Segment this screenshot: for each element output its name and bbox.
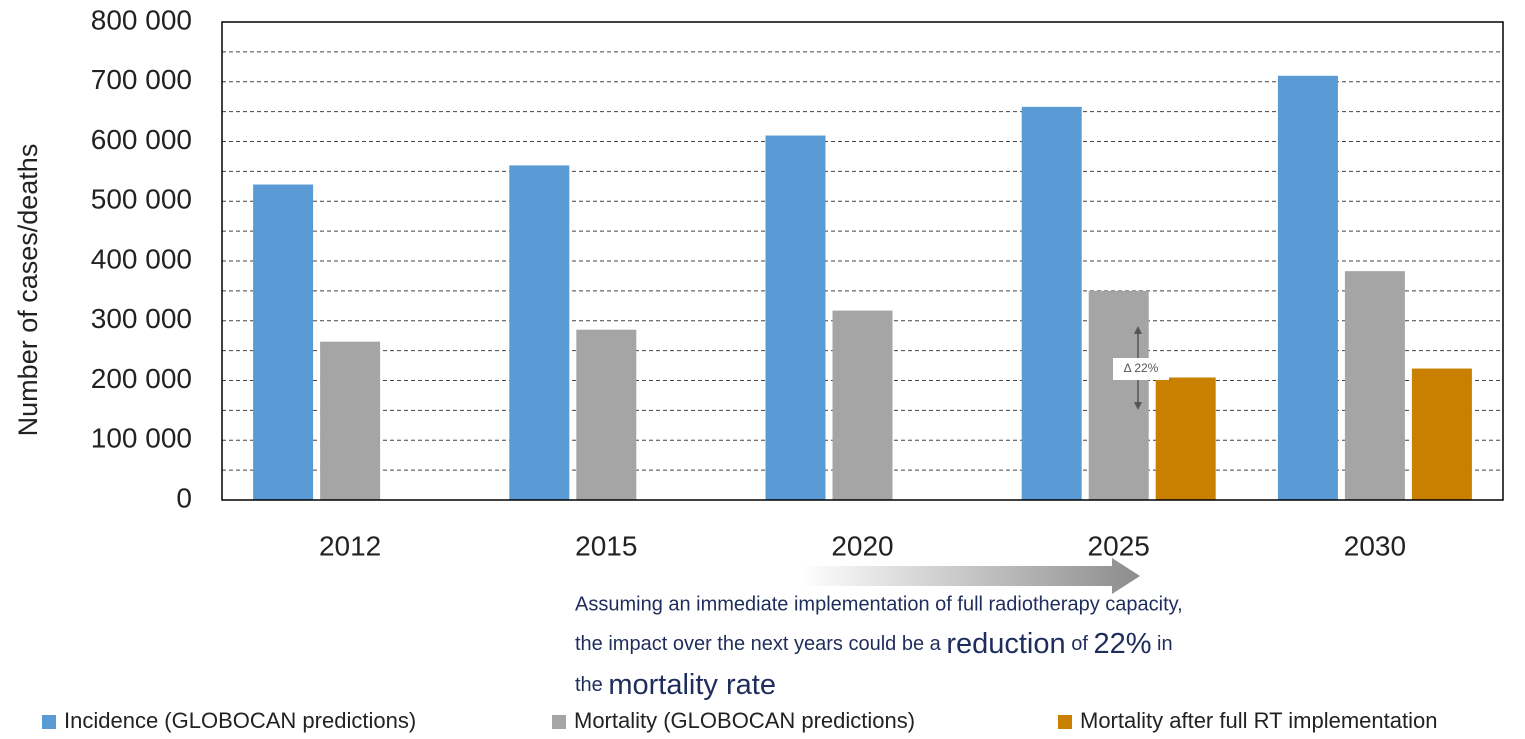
x-tick-label: 2030: [1344, 530, 1406, 561]
bar: [320, 341, 381, 500]
annotation-part: of: [1066, 633, 1094, 655]
legend-swatch: [42, 715, 56, 729]
annotation-emphasis: reduction: [946, 628, 1065, 660]
annotation-part: in: [1151, 633, 1172, 655]
bar: [832, 310, 893, 500]
annotation-line: the mortality rate: [575, 669, 776, 701]
y-tick-label: 100 000: [91, 423, 192, 454]
y-tick-label: 800 000: [91, 4, 192, 35]
plot-frame: [221, 21, 1504, 501]
bar: [765, 135, 826, 500]
annotation-part: the impact over the next years could be …: [575, 633, 946, 655]
delta-arrow-head: [1134, 402, 1142, 410]
delta-box: [1113, 358, 1169, 380]
bar: [1277, 75, 1338, 501]
legend-label: Incidence (GLOBOCAN predictions): [64, 708, 416, 733]
x-tick-label: 2012: [319, 530, 381, 561]
x-tick-label: 2015: [575, 530, 637, 561]
y-tick-label: 0: [176, 482, 192, 513]
legend-label: Mortality after full RT implementation: [1080, 708, 1437, 733]
legend: Incidence (GLOBOCAN predictions) Mortalit…: [42, 708, 1437, 733]
y-tick-label: 300 000: [91, 303, 192, 334]
delta-arrow-head: [1134, 326, 1142, 334]
bar: [253, 184, 314, 500]
y-tick-label: 700 000: [91, 64, 192, 95]
y-tick-label: 500 000: [91, 184, 192, 215]
bar: [1088, 290, 1149, 500]
y-tick-label: 400 000: [91, 243, 192, 274]
y-tick-label: 200 000: [91, 363, 192, 394]
annotation-emphasis: mortality rate: [608, 669, 776, 701]
y-tick-label: 600 000: [91, 124, 192, 155]
legend-label: Mortality (GLOBOCAN predictions): [574, 708, 915, 733]
y-axis-label: Number of cases/deaths: [13, 144, 43, 437]
bar: [1344, 271, 1405, 500]
annotation-part: the: [575, 674, 608, 696]
annotation-line: the impact over the next years could be …: [575, 628, 1173, 660]
delta-label: Δ 22%: [1124, 361, 1159, 375]
bar: [1155, 377, 1216, 500]
bar: [1021, 106, 1082, 500]
legend-swatch: [552, 715, 566, 729]
x-tick-label: 2025: [1088, 530, 1150, 561]
legend-swatch: [1058, 715, 1072, 729]
x-tick-label: 2020: [831, 530, 893, 561]
annotation-line: Assuming an immediate implementation of …: [575, 593, 1183, 615]
bar: [1411, 368, 1472, 500]
annotation-emphasis: 22%: [1093, 628, 1151, 660]
bars: [253, 75, 1472, 501]
bar: [576, 329, 637, 500]
trend-arrow: [800, 558, 1140, 594]
bar: [509, 165, 570, 500]
